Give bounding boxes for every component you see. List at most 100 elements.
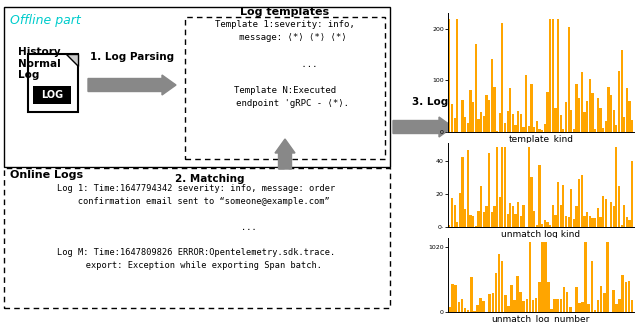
- Bar: [541, 224, 543, 227]
- Bar: [501, 23, 504, 132]
- Bar: [623, 205, 625, 227]
- Bar: [535, 298, 538, 312]
- Bar: [612, 109, 615, 132]
- Bar: [472, 216, 474, 227]
- X-axis label: unmatch_log_number: unmatch_log_number: [492, 315, 590, 322]
- Bar: [461, 299, 463, 312]
- Bar: [509, 204, 511, 227]
- Bar: [477, 118, 479, 132]
- Bar: [509, 88, 511, 132]
- Bar: [541, 242, 543, 312]
- Text: 3. Log analyzing: 3. Log analyzing: [412, 97, 508, 107]
- Bar: [531, 177, 532, 227]
- Bar: [565, 216, 567, 227]
- Bar: [491, 212, 493, 227]
- Bar: [472, 102, 474, 132]
- Bar: [618, 186, 620, 227]
- Bar: [569, 307, 572, 312]
- Bar: [552, 19, 554, 132]
- Bar: [557, 19, 559, 132]
- Bar: [628, 101, 631, 132]
- Bar: [448, 307, 451, 312]
- Bar: [33, 86, 71, 104]
- Bar: [504, 123, 506, 132]
- Bar: [562, 129, 564, 132]
- Bar: [517, 202, 520, 227]
- Bar: [596, 300, 599, 312]
- Bar: [456, 222, 458, 227]
- Bar: [520, 114, 522, 132]
- Bar: [533, 211, 535, 227]
- Text: 2. Matching: 2. Matching: [175, 174, 244, 184]
- X-axis label: unmatch log kind: unmatch log kind: [501, 230, 580, 239]
- Bar: [488, 153, 490, 227]
- Bar: [480, 186, 483, 227]
- Bar: [559, 205, 562, 227]
- Bar: [475, 44, 477, 132]
- Text: Log templates: Log templates: [241, 7, 330, 17]
- Bar: [570, 110, 572, 132]
- Bar: [578, 303, 580, 312]
- Bar: [586, 213, 588, 227]
- Bar: [501, 147, 504, 227]
- Bar: [517, 111, 520, 132]
- Bar: [467, 123, 469, 132]
- Bar: [584, 112, 586, 132]
- FancyArrow shape: [275, 139, 295, 169]
- Bar: [461, 100, 464, 132]
- Bar: [606, 242, 609, 312]
- Bar: [467, 150, 469, 227]
- Bar: [499, 197, 501, 227]
- Bar: [507, 306, 509, 312]
- Text: History
Normal
Log: History Normal Log: [18, 47, 61, 80]
- Bar: [562, 185, 564, 227]
- Bar: [591, 218, 594, 227]
- Bar: [607, 87, 609, 132]
- Bar: [618, 71, 620, 132]
- Bar: [625, 282, 627, 312]
- Bar: [538, 129, 541, 132]
- Bar: [594, 128, 596, 132]
- Bar: [615, 125, 618, 132]
- Bar: [575, 84, 578, 132]
- Bar: [594, 218, 596, 227]
- Bar: [602, 128, 604, 132]
- Bar: [563, 287, 565, 312]
- Bar: [504, 147, 506, 227]
- Bar: [525, 298, 528, 312]
- Bar: [515, 214, 516, 227]
- Bar: [626, 217, 628, 227]
- Bar: [612, 206, 615, 227]
- Bar: [483, 116, 485, 132]
- Bar: [498, 254, 500, 312]
- Bar: [496, 147, 498, 227]
- Bar: [485, 206, 488, 227]
- Bar: [596, 98, 599, 132]
- Bar: [603, 293, 605, 312]
- Bar: [464, 117, 467, 132]
- Bar: [538, 282, 541, 312]
- Bar: [580, 175, 583, 227]
- Bar: [532, 300, 534, 312]
- Text: Template 1:severity: info,
   message: ⟨*⟩ ⟨*⟩ ⟨*⟩

         ...

Template N:Exe: Template 1:severity: info, message: ⟨*⟩ …: [215, 20, 355, 108]
- Bar: [621, 225, 623, 227]
- Bar: [28, 54, 78, 112]
- Bar: [536, 225, 538, 227]
- FancyArrow shape: [393, 117, 453, 137]
- Bar: [522, 205, 525, 227]
- Text: Log 1: Time:1647794342 severity: info, message: order
   confirmation email sent: Log 1: Time:1647794342 severity: info, m…: [57, 184, 335, 270]
- Bar: [599, 108, 602, 132]
- Bar: [515, 125, 516, 132]
- Bar: [591, 260, 593, 312]
- Bar: [451, 284, 454, 312]
- Bar: [520, 292, 522, 312]
- Bar: [559, 115, 562, 132]
- Bar: [615, 304, 618, 312]
- Bar: [493, 206, 495, 227]
- Bar: [464, 308, 467, 312]
- Bar: [547, 222, 548, 227]
- Bar: [554, 215, 557, 227]
- Bar: [461, 157, 464, 227]
- Bar: [584, 216, 586, 227]
- Bar: [528, 126, 530, 132]
